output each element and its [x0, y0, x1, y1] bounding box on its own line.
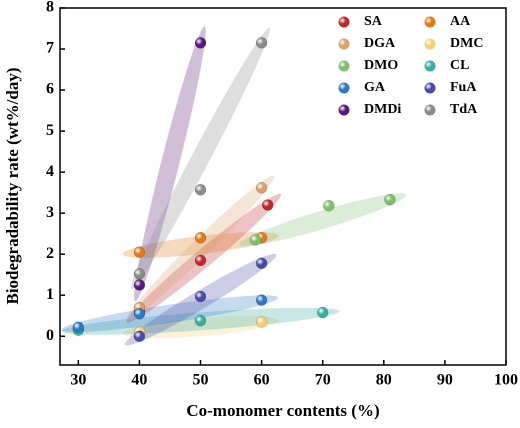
- point: [133, 246, 146, 258]
- y-tick-label: 4: [46, 163, 54, 180]
- legend-label: GA: [364, 80, 386, 95]
- x-tick-label: 80: [376, 372, 392, 389]
- legend-label: CL: [450, 58, 469, 73]
- y-tick-label: 8: [46, 0, 54, 16]
- point: [133, 307, 146, 320]
- point: [249, 234, 262, 246]
- legend-marker: [424, 104, 436, 116]
- y-axis-label: Biodegradability rate (wt%/day): [3, 67, 22, 304]
- y-tick-label: 2: [46, 245, 54, 262]
- legend-label: FuA: [450, 80, 477, 95]
- point: [261, 199, 274, 211]
- point: [72, 321, 85, 333]
- legend-label: DMC: [450, 36, 483, 51]
- cluster-ellipse: [131, 27, 271, 289]
- legend-marker: [338, 60, 350, 72]
- point: [194, 184, 207, 196]
- legend: SA AA DGA DMC DMO CL GA FuA DMDi TdA: [338, 14, 483, 117]
- cluster-ellipse: [122, 315, 279, 339]
- cluster-ellipse: [127, 175, 275, 320]
- legend-label: DGA: [364, 36, 396, 51]
- point: [255, 181, 268, 194]
- x-tick-label: 60: [254, 372, 270, 389]
- legend-marker: [424, 60, 436, 72]
- y-tick-label: 6: [46, 81, 54, 98]
- x-tick-label: 40: [131, 372, 147, 389]
- legend-marker: [338, 38, 350, 50]
- legend-label: DMDi: [364, 102, 401, 117]
- point: [194, 37, 207, 49]
- point: [255, 257, 268, 269]
- point: [194, 254, 207, 267]
- cluster-ellipse: [239, 193, 407, 247]
- cluster-ellipse: [61, 295, 279, 333]
- legend-marker: [338, 16, 350, 28]
- x-tick-label: 90: [437, 372, 453, 389]
- point: [316, 306, 329, 319]
- legend-label: SA: [364, 14, 383, 29]
- cluster-ellipse: [122, 232, 279, 258]
- x-tick-label: 100: [494, 372, 518, 389]
- cluster-ellipse: [134, 26, 206, 302]
- legend-label: DMO: [364, 58, 398, 73]
- point: [194, 290, 207, 303]
- y-tick-label: 5: [46, 122, 54, 139]
- point: [194, 232, 207, 244]
- legend-marker: [338, 82, 350, 94]
- legend-marker: [424, 16, 436, 28]
- point: [255, 37, 268, 49]
- x-tick-label: 70: [315, 372, 331, 389]
- point: [255, 294, 268, 306]
- point: [255, 316, 268, 328]
- x-axis-label: Co-monomer contents (%): [186, 401, 379, 420]
- plot-frame: [59, 7, 507, 366]
- point: [194, 314, 207, 327]
- x-tick-label: 50: [193, 372, 209, 389]
- legend-marker: [424, 82, 436, 94]
- point: [323, 200, 335, 212]
- legend-marker: [338, 104, 350, 116]
- legend-marker: [424, 38, 436, 50]
- legend-label: AA: [450, 14, 471, 29]
- point: [133, 279, 146, 291]
- y-tick-label: 0: [46, 327, 54, 344]
- y-tick-label: 7: [46, 40, 54, 57]
- legend-label: TdA: [450, 102, 478, 117]
- point: [384, 193, 396, 206]
- y-tick-label: 1: [46, 286, 54, 303]
- point: [133, 330, 146, 343]
- x-tick-label: 30: [70, 372, 86, 389]
- y-tick-label: 3: [46, 204, 54, 221]
- point: [133, 268, 146, 280]
